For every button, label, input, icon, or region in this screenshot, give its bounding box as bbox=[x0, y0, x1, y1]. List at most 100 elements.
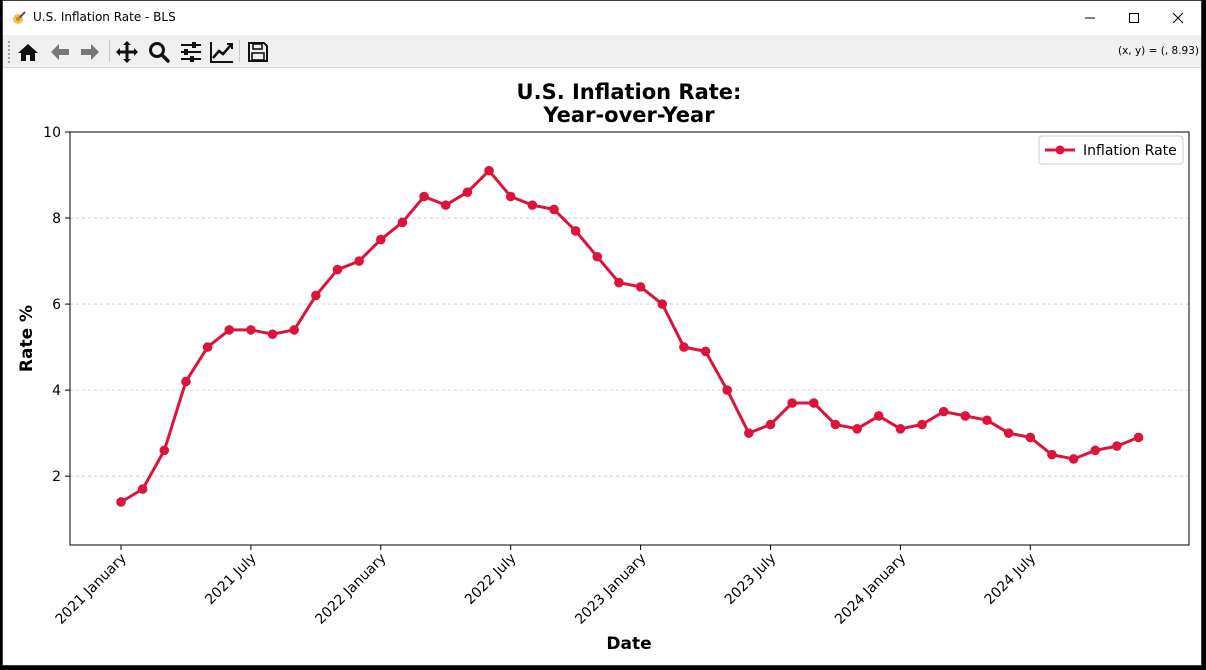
data-point bbox=[787, 398, 797, 408]
minimize-icon bbox=[1085, 17, 1095, 19]
y-tick-label: 6 bbox=[52, 297, 61, 313]
close-icon bbox=[1172, 12, 1184, 24]
data-point bbox=[722, 385, 732, 395]
forward-arrow-icon bbox=[81, 44, 99, 60]
y-tick-label: 10 bbox=[43, 125, 61, 141]
configure-subplots-button[interactable] bbox=[178, 40, 204, 64]
data-point bbox=[982, 415, 992, 426]
x-tick-label: 2023 July bbox=[722, 551, 779, 608]
x-tick-label: 2022 July bbox=[462, 551, 519, 608]
x-tick-label: 2024 January bbox=[832, 551, 909, 628]
legend: Inflation Rate bbox=[1038, 135, 1184, 165]
data-point bbox=[809, 398, 819, 408]
data-point bbox=[679, 342, 689, 352]
edit-axes-icon bbox=[210, 42, 233, 63]
data-point bbox=[505, 191, 516, 202]
data-point bbox=[484, 165, 494, 176]
data-point bbox=[1112, 441, 1122, 451]
data-point bbox=[570, 226, 581, 236]
data-point bbox=[137, 484, 148, 494]
x-tick-label: 2023 January bbox=[572, 551, 649, 628]
save-button[interactable] bbox=[245, 40, 271, 64]
data-point bbox=[202, 342, 213, 352]
axes-frame bbox=[69, 131, 1190, 546]
data-point bbox=[1133, 432, 1144, 443]
zoom-button[interactable] bbox=[146, 40, 172, 64]
data-point bbox=[1047, 449, 1057, 460]
save-icon bbox=[248, 42, 268, 62]
app-icon bbox=[13, 11, 26, 24]
back-arrow-icon bbox=[51, 44, 69, 60]
configure-subplots-icon bbox=[181, 42, 201, 62]
data-point bbox=[830, 419, 841, 430]
back-button[interactable] bbox=[47, 40, 73, 64]
navigation-toolbar: (x, y) = (, 8.93) bbox=[3, 35, 1201, 68]
data-point bbox=[376, 234, 386, 245]
data-point bbox=[592, 251, 603, 262]
legend-box bbox=[1038, 135, 1184, 165]
data-point bbox=[419, 191, 429, 202]
edit-axes-button[interactable] bbox=[209, 40, 235, 64]
data-point bbox=[1003, 428, 1014, 438]
data-point bbox=[224, 325, 235, 335]
data-point bbox=[332, 264, 343, 275]
data-point bbox=[159, 445, 170, 456]
chart-title-line-2: Year-over-Year bbox=[542, 103, 715, 127]
data-point bbox=[1068, 454, 1079, 464]
x-tick-label: 2024 July bbox=[982, 551, 1039, 608]
data-point bbox=[895, 424, 906, 434]
close-button[interactable] bbox=[1155, 1, 1201, 35]
y-tick-label: 2 bbox=[52, 469, 61, 485]
data-point bbox=[397, 217, 408, 228]
data-point bbox=[635, 282, 646, 292]
maximize-button[interactable] bbox=[1111, 1, 1157, 35]
legend-marker bbox=[1055, 145, 1065, 155]
maximize-icon bbox=[1129, 13, 1139, 23]
pan-button[interactable] bbox=[114, 40, 140, 64]
home-button[interactable] bbox=[15, 40, 41, 64]
data-point bbox=[440, 200, 451, 210]
toolbar-separator bbox=[109, 40, 110, 62]
chart-title-line-1: U.S. Inflation Rate: bbox=[517, 80, 742, 104]
forward-button[interactable] bbox=[77, 40, 103, 64]
pan-icon bbox=[116, 41, 138, 63]
data-point bbox=[873, 411, 884, 421]
data-point bbox=[657, 299, 668, 309]
data-point bbox=[246, 325, 256, 335]
data-point bbox=[852, 424, 862, 434]
y-tick-label: 8 bbox=[52, 211, 61, 227]
x-axis-label: Date bbox=[606, 634, 651, 654]
y-axis-label: Rate % bbox=[17, 305, 37, 372]
data-point bbox=[765, 419, 776, 430]
x-tick-label: 2022 January bbox=[312, 551, 389, 628]
data-point bbox=[1025, 432, 1036, 443]
data-point bbox=[527, 200, 538, 210]
bottom-strip bbox=[0, 666, 1206, 670]
data-point bbox=[462, 187, 473, 198]
data-point bbox=[614, 277, 624, 288]
data-point bbox=[549, 204, 559, 215]
data-point bbox=[116, 497, 126, 507]
data-point bbox=[311, 290, 321, 301]
x-tick-label: 2021 January bbox=[53, 551, 130, 628]
window-title: U.S. Inflation Rate - BLS bbox=[33, 10, 176, 24]
title-bar: U.S. Inflation Rate - BLS bbox=[3, 1, 1201, 35]
data-point bbox=[1090, 445, 1101, 456]
legend-label: Inflation Rate bbox=[1083, 143, 1177, 159]
data-point bbox=[744, 428, 754, 438]
data-point bbox=[289, 325, 300, 335]
toolbar-separator bbox=[239, 40, 240, 62]
data-point bbox=[917, 419, 927, 430]
data-point bbox=[960, 411, 971, 421]
figure-canvas[interactable]: 2 4 6 8 10 2021 January 2021 July 2022 January… bbox=[3, 68, 1201, 665]
x-tick-label: 2021 July bbox=[202, 551, 259, 608]
zoom-icon bbox=[149, 42, 170, 63]
data-point bbox=[354, 256, 364, 266]
data-point bbox=[938, 406, 949, 417]
minimize-button[interactable] bbox=[1067, 1, 1113, 35]
y-tick-label: 4 bbox=[52, 383, 61, 399]
home-icon bbox=[18, 44, 38, 61]
toolbar-grip bbox=[8, 41, 12, 63]
cursor-coordinates: (x, y) = (, 8.93) bbox=[1117, 45, 1199, 57]
